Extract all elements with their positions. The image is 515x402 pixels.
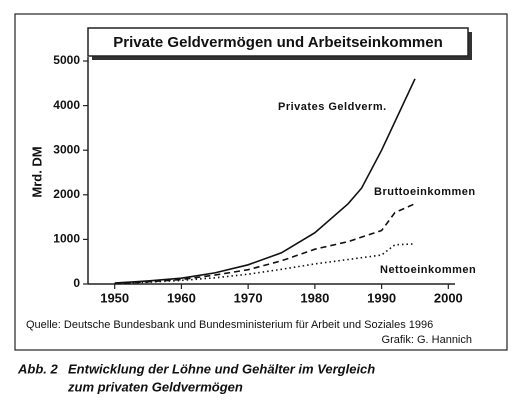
x-tick-label: 2000	[434, 290, 463, 305]
source: Quelle: Deutsche Bundesbank und Bundesmi…	[26, 319, 433, 331]
series-line	[114, 78, 416, 284]
series-label: Bruttoeinkommen	[374, 186, 476, 198]
y-tick-label: 5000	[53, 53, 80, 67]
x-tick-label: 1960	[167, 290, 196, 305]
series-label: Privates Geldverm.	[278, 101, 387, 113]
chart-title: Private Geldvermögen und Arbeitseinkomme…	[113, 34, 443, 51]
series-line	[114, 202, 416, 285]
y-axis-label: Mrd. DM	[29, 146, 44, 197]
x-tick-label: 1970	[234, 290, 263, 305]
chart-frame	[14, 13, 508, 351]
y-tick-label: 3000	[53, 142, 80, 156]
caption-line: Entwicklung der Löhne und Gehälter im Ve…	[68, 361, 375, 376]
credit: Grafik: G. Hannich	[382, 334, 472, 346]
y-tick-label: 4000	[53, 98, 80, 112]
title-box	[87, 27, 469, 57]
x-tick-label: 1990	[367, 290, 396, 305]
caption-label: Abb. 2	[17, 361, 58, 376]
series-line	[114, 243, 416, 285]
y-tick-label: 0	[73, 276, 80, 290]
x-tick-label: 1980	[300, 290, 329, 305]
x-tick-label: 1950	[100, 290, 129, 305]
y-tick-label: 1000	[53, 232, 80, 246]
caption-line: zum privaten Geldvermögen	[67, 379, 243, 394]
series-label: Nettoeinkommen	[380, 264, 476, 276]
y-tick-label: 2000	[53, 187, 80, 201]
